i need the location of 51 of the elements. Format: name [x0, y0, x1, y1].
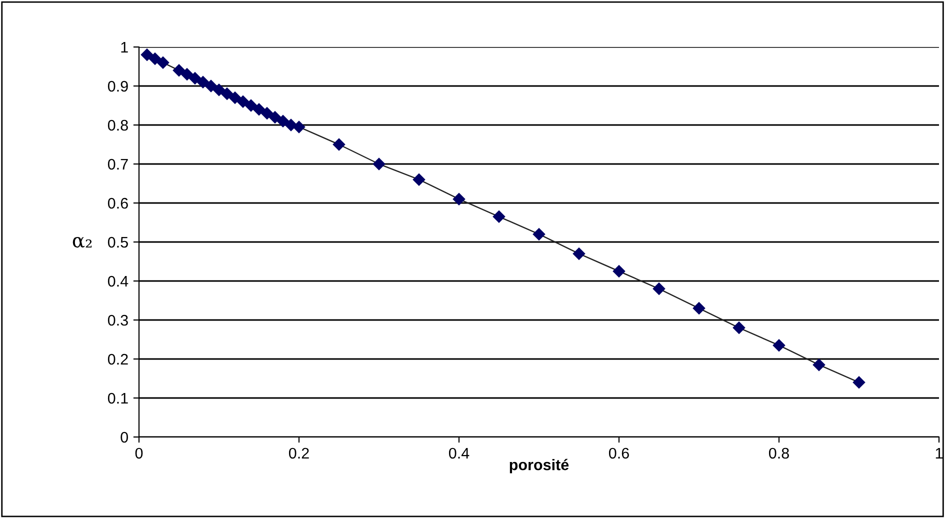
point	[180, 68, 194, 80]
y-tick-label: 1	[121, 42, 128, 53]
x-tick-label: 0.8	[768, 448, 789, 459]
point	[268, 111, 282, 124]
x-tick-label: 0.2	[288, 448, 309, 459]
point	[228, 92, 242, 104]
y-tick-label: 0.8	[108, 120, 128, 131]
point	[732, 322, 746, 334]
point	[772, 339, 786, 352]
y-tick-label: 0.6	[108, 198, 128, 209]
point	[812, 358, 826, 371]
point	[236, 96, 250, 108]
point	[292, 120, 306, 134]
point	[852, 376, 866, 388]
y-tick-label: 0	[120, 432, 128, 443]
point	[452, 193, 466, 206]
point	[204, 80, 218, 92]
y-tick-label: 0.3	[108, 314, 128, 326]
x-tick-label: 1	[936, 448, 943, 458]
point	[412, 174, 426, 186]
point	[692, 302, 706, 314]
y-tick-label: 0.9	[108, 80, 128, 92]
point	[220, 88, 234, 100]
y-tick-label: 0.2	[108, 354, 128, 365]
point	[572, 248, 586, 260]
x-tick-label: 0	[135, 448, 143, 459]
point	[212, 84, 226, 96]
point	[148, 52, 162, 65]
y-tick-label: 0.1	[108, 392, 128, 404]
y-axis-title: α₂	[72, 237, 92, 248]
point	[372, 158, 386, 170]
point	[532, 228, 546, 240]
x-axis-title: porosité	[510, 458, 569, 474]
point	[260, 107, 274, 120]
x-tick-label: 0.4	[448, 448, 470, 459]
x-tick-label: 0.6	[608, 448, 629, 459]
point	[196, 76, 210, 88]
point	[612, 265, 626, 278]
point	[140, 48, 154, 61]
y-tick-label: 0.7	[108, 158, 128, 170]
point	[652, 282, 666, 295]
point	[252, 103, 266, 116]
point	[172, 64, 186, 76]
point	[188, 72, 202, 84]
point	[244, 99, 258, 112]
point	[276, 115, 290, 128]
y-tick-label: 0.5	[108, 236, 128, 248]
y-tick-label: 0.4	[108, 276, 128, 287]
point	[492, 210, 506, 223]
point	[156, 56, 170, 69]
point	[332, 138, 346, 151]
